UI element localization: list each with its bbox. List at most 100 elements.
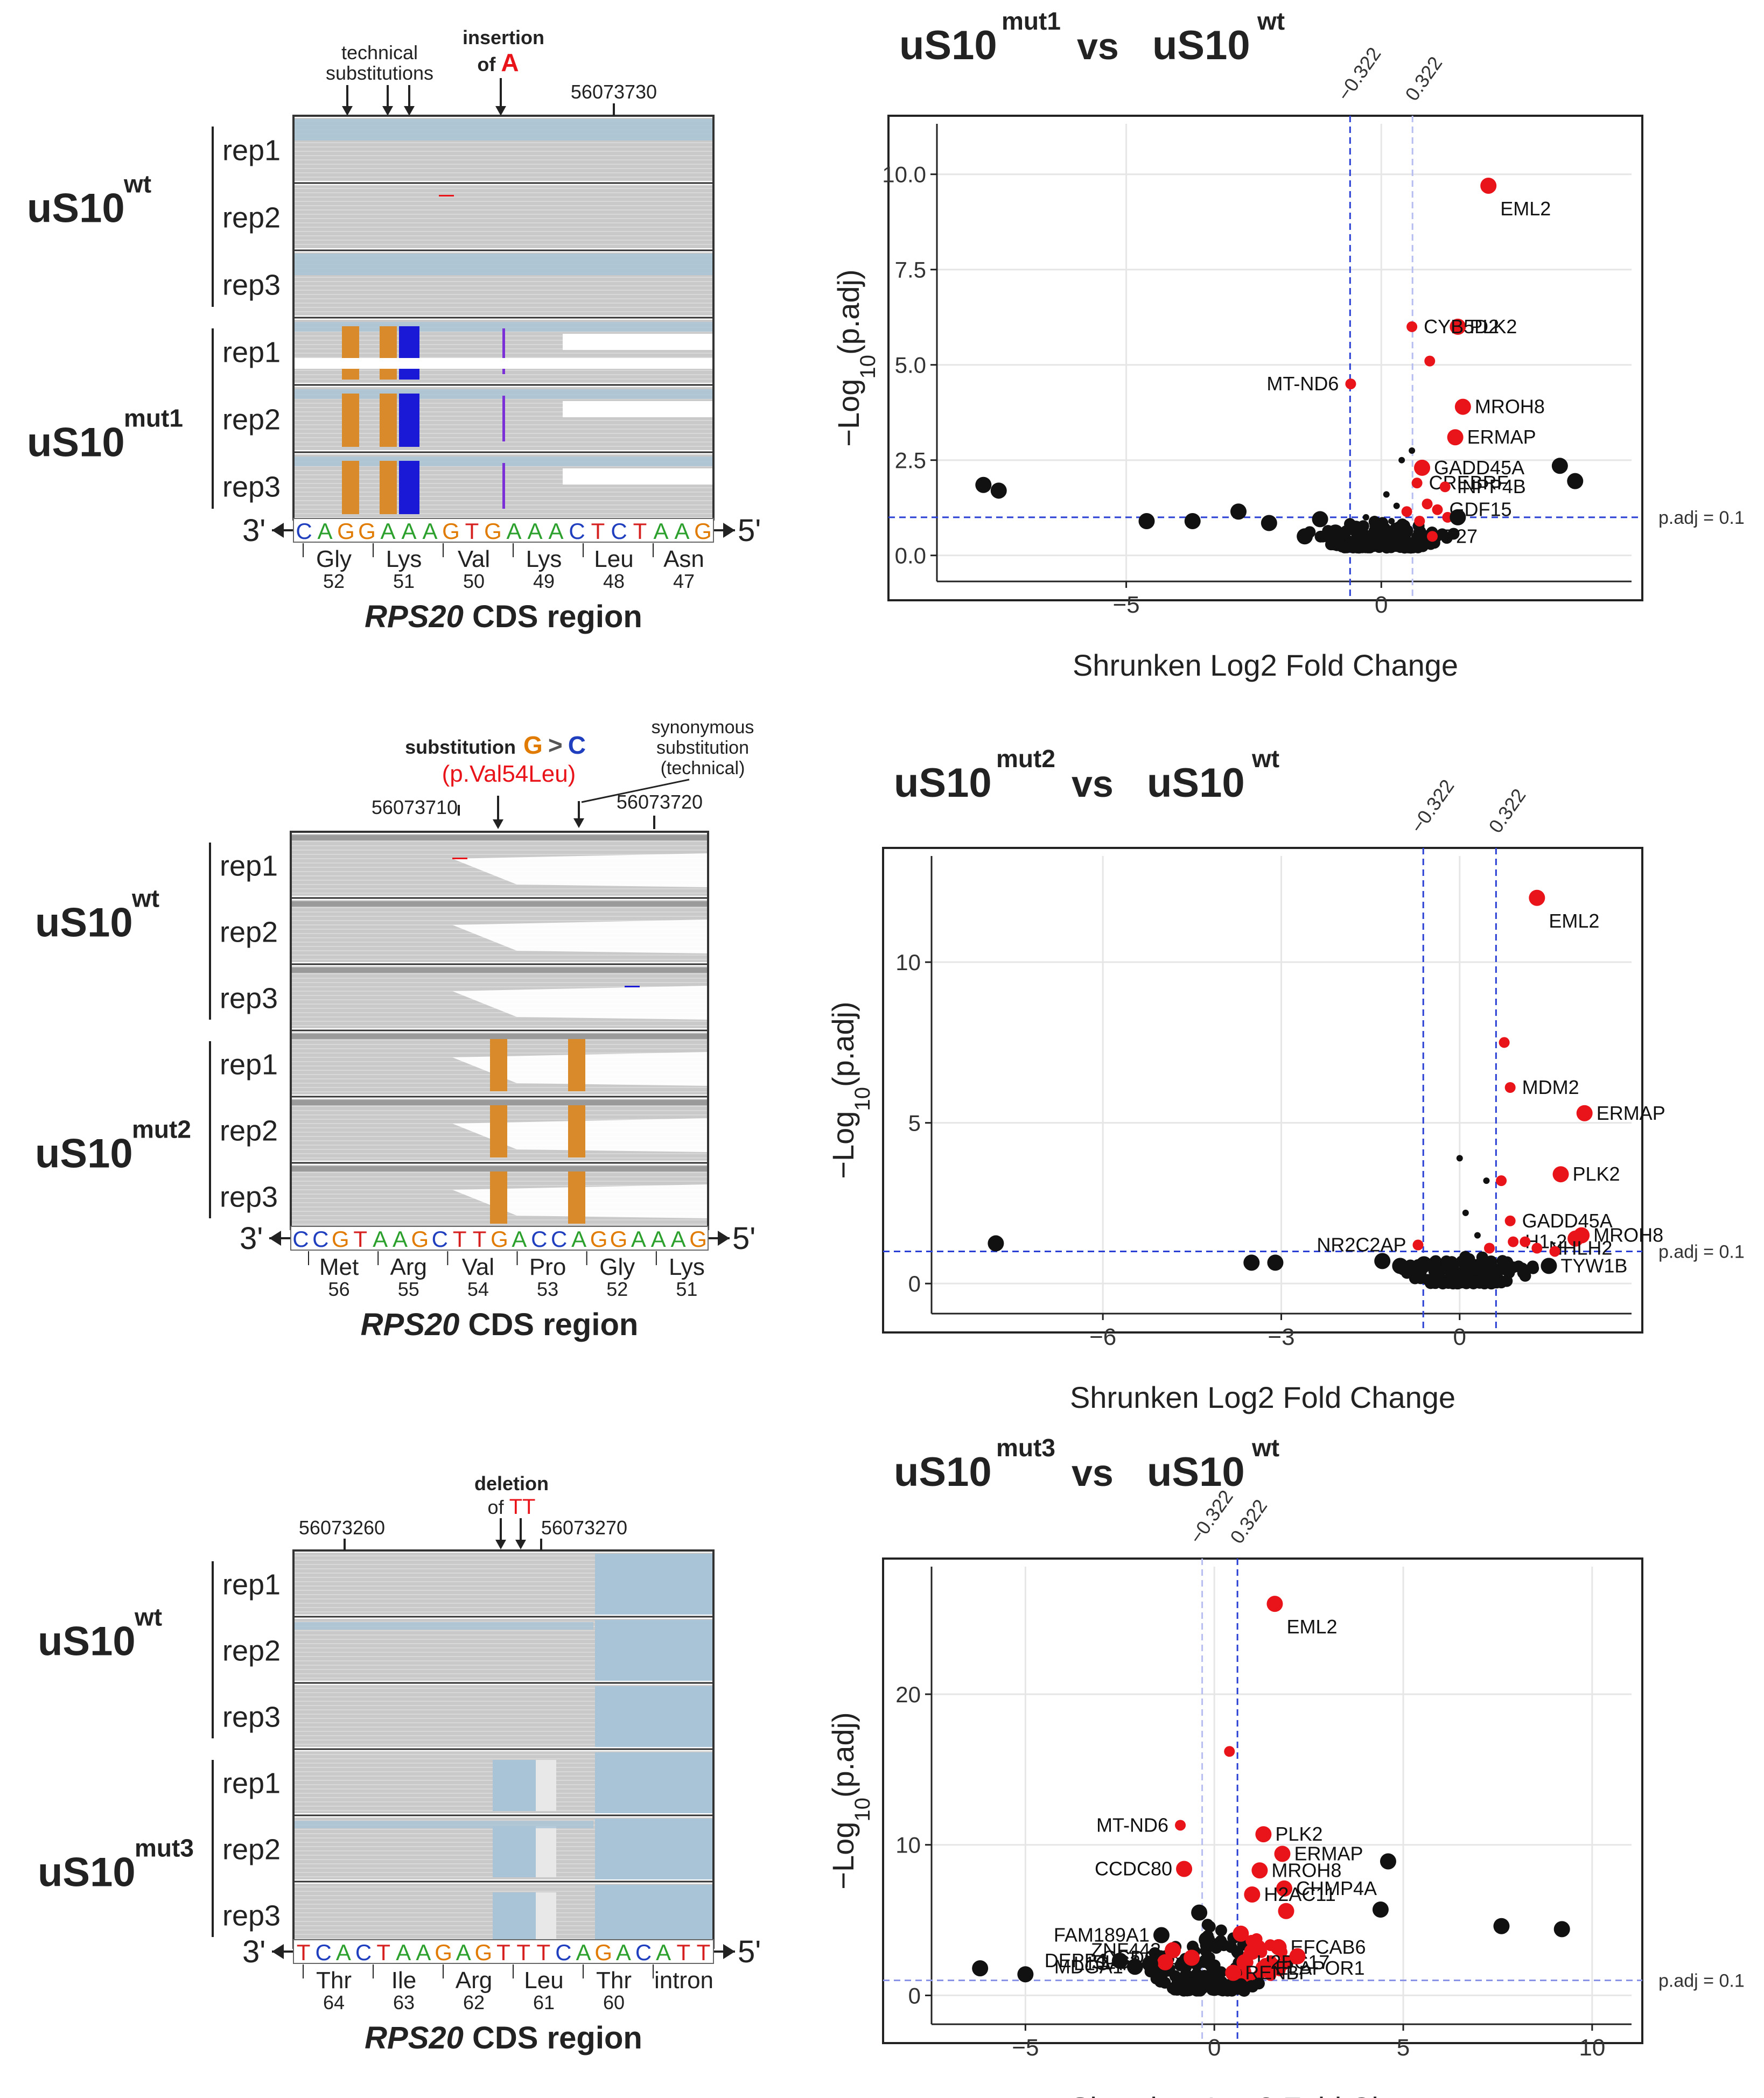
point-label: ELAPOR1 [1275, 1957, 1364, 1979]
amino-acid: intron [654, 1967, 713, 1994]
nucleotide: T [536, 1940, 550, 1965]
data-point [1276, 1959, 1289, 1971]
nucleotide: T [297, 1940, 311, 1965]
mismatch-bar-orange [568, 1105, 585, 1157]
data-point [1428, 1265, 1440, 1278]
data-point [1487, 1273, 1499, 1285]
three-prime-label: 3' [240, 1221, 263, 1256]
y-axis-title: −Log10(p.adj) [826, 1001, 874, 1178]
data-point [1414, 459, 1431, 476]
coverage-gap [295, 358, 712, 369]
arrow-head [723, 1944, 735, 1959]
nucleotide: T [376, 1940, 390, 1965]
data-point [1432, 504, 1443, 515]
genomic-coordinate: 56073730 [571, 81, 657, 103]
amino-acid: Arg [456, 1967, 492, 1994]
intron-region [595, 1620, 712, 1681]
data-point [1184, 1949, 1200, 1966]
nucleotide: T [453, 1226, 467, 1252]
data-point [1203, 1920, 1216, 1933]
data-point [1409, 447, 1416, 454]
data-point [1166, 1982, 1179, 1995]
amino-acid: Arg [390, 1254, 427, 1280]
data-point [1267, 1254, 1284, 1271]
data-point [1266, 1596, 1283, 1612]
arrow-head [493, 819, 503, 829]
data-point [1454, 398, 1471, 415]
arrow-head [718, 1231, 730, 1246]
plot-title-superscript: mut3 [996, 1434, 1055, 1462]
data-point [1527, 1262, 1539, 1274]
nucleotide: C [635, 1940, 652, 1965]
nucleotide: A [506, 518, 521, 544]
point-label: PLK2 [1469, 315, 1517, 338]
group-superscript: mut1 [124, 404, 183, 432]
read-track [291, 900, 708, 965]
point-label: DEPP1 [1045, 1949, 1108, 1971]
data-point [1327, 524, 1343, 541]
nucleotide: G [594, 1940, 612, 1965]
residue-number: 56 [328, 1278, 350, 1300]
nucleotide: A [674, 518, 689, 544]
data-point [975, 476, 992, 493]
nucleotide: A [656, 1940, 671, 1965]
gene-name: RPS20 [365, 2020, 464, 2055]
y-tick-label: 10.0 [882, 162, 926, 187]
point-label: ERMAP [1597, 1102, 1665, 1124]
read-track [293, 1619, 713, 1684]
data-point [1468, 1264, 1480, 1276]
y-tick-label: 0.0 [895, 543, 926, 569]
nucleotide: G [442, 518, 460, 544]
data-point [1156, 1968, 1168, 1981]
data-point [1297, 528, 1313, 545]
plot-title: uS10 [1147, 1449, 1245, 1495]
replicate-label: rep2 [220, 1115, 278, 1147]
mismatch-bar-orange [490, 1171, 507, 1224]
region-text: CDS region [464, 599, 642, 634]
x-tick-label: 0 [1208, 2034, 1221, 2061]
annotation-text: insertion [463, 26, 544, 48]
amino-acid: Gly [599, 1254, 635, 1280]
nucleotide: C [555, 1940, 571, 1965]
softclip-band [295, 1622, 593, 1630]
data-point [1411, 478, 1423, 489]
intron-region [595, 1752, 712, 1813]
replicate-label: rep2 [222, 1635, 281, 1667]
threshold-label-neg: −0.322 [1406, 775, 1458, 837]
arrow-head [404, 106, 415, 116]
data-point [1484, 1243, 1495, 1254]
group-label: uS10 [35, 900, 133, 946]
nucleotide: A [571, 1226, 586, 1252]
data-point [1401, 506, 1412, 517]
amino-acid: Asn [663, 546, 704, 572]
group-superscript: wt [123, 170, 151, 198]
point-label: RENBP [1245, 1961, 1312, 1983]
nucleotide: A [653, 518, 668, 544]
data-point [1199, 1931, 1215, 1948]
padj-label: p.adj = 0.1 [1658, 1970, 1745, 1991]
amino-acid: Thr [316, 1967, 352, 1994]
group-label: uS10 [27, 186, 125, 231]
x-tick-label: 0 [1453, 1324, 1466, 1350]
coverage-gap [563, 401, 712, 417]
residue-number: 47 [673, 570, 695, 592]
read-track [291, 966, 708, 1032]
threshold-label-pos: 0.322 [1401, 52, 1446, 104]
replicate-label: rep2 [222, 202, 281, 234]
residue-number: 61 [533, 1991, 555, 2013]
annotation-word: substitution [405, 736, 516, 758]
y-tick-label: 0 [908, 1983, 921, 2008]
data-point [1184, 513, 1201, 529]
data-point [990, 482, 1007, 499]
data-point [1372, 1901, 1389, 1918]
residue-number: 52 [606, 1278, 628, 1300]
data-point [1493, 1918, 1510, 1934]
data-point [1231, 1946, 1243, 1958]
data-point [1111, 1953, 1128, 1969]
plot-title: uS10 [894, 760, 992, 806]
data-point [1504, 1215, 1516, 1226]
y-tick-label: 7.5 [895, 257, 926, 283]
insertion-mark [502, 328, 505, 374]
deletion-gap [536, 1892, 556, 1943]
